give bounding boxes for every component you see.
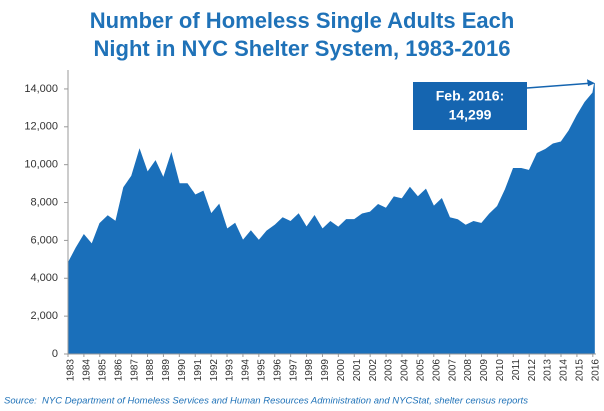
x-tick-label: 1991 (193, 359, 204, 382)
chart-title: Night in NYC Shelter System, 1983-2016 (94, 36, 511, 61)
y-tick-label: 10,000 (24, 159, 58, 171)
x-tick-label: 1997 (288, 359, 299, 382)
x-tick-label: 1986 (113, 359, 124, 382)
annotation-value: 14,299 (449, 107, 492, 123)
x-tick-label: 1992 (209, 359, 220, 382)
y-tick-label: 12,000 (24, 121, 58, 133)
annotation-arrowhead (587, 79, 595, 87)
x-tick-label: 1983 (66, 359, 77, 382)
x-tick-label: 2014 (559, 359, 570, 382)
x-tick-label: 2003 (384, 359, 395, 382)
y-tick-label: 6,000 (30, 234, 58, 246)
source-label: Source: (4, 396, 37, 407)
y-tick-label: 2,000 (30, 310, 58, 322)
x-tick-label: 2010 (495, 359, 506, 382)
x-tick-label: 1994 (241, 359, 252, 382)
chart-title: Number of Homeless Single Adults Each (90, 8, 515, 33)
x-tick-label: 2009 (479, 359, 490, 382)
x-tick-label: 1996 (272, 359, 283, 382)
y-tick-label: 14,000 (24, 83, 58, 95)
x-tick-label: 1998 (304, 359, 315, 382)
y-tick-label: 4,000 (30, 272, 58, 284)
x-tick-label: 2007 (447, 359, 458, 382)
area (67, 83, 595, 355)
x-tick-label: 2006 (431, 359, 442, 382)
x-tick-label: 2013 (543, 359, 554, 382)
x-tick-label: 1993 (225, 359, 236, 382)
x-tick-label: 1985 (97, 359, 108, 382)
x-tick-label: 2004 (400, 359, 411, 382)
x-tick-label: 2016 (590, 359, 601, 382)
y-tick-label: 0 (52, 348, 58, 360)
x-tick-label: 2000 (336, 359, 347, 382)
source: NYC Department of Homeless Services and … (42, 396, 528, 407)
x-tick-label: 2001 (352, 359, 363, 382)
x-tick-label: 1999 (320, 359, 331, 382)
y-tick-label: 8,000 (30, 196, 58, 208)
x-tick-label: 2015 (575, 359, 586, 382)
x-tick-label: 2011 (511, 359, 522, 381)
x-tick-label: 1989 (161, 359, 172, 382)
annotation-text: Feb. 2016: (436, 88, 504, 104)
annotation-arrow (526, 82, 591, 89)
x-tick-label: 2005 (416, 359, 427, 382)
x-tick-label: 1990 (177, 359, 188, 382)
x-tick-label: 1987 (129, 359, 140, 382)
x-tick-label: 2002 (368, 359, 379, 382)
x-tick-label: 1995 (256, 359, 267, 382)
x-tick-label: 2012 (527, 359, 538, 382)
x-tick-label: 1988 (145, 359, 156, 382)
annotation-box (413, 82, 527, 130)
x-tick-label: 2008 (463, 359, 474, 382)
x-tick-label: 1984 (82, 359, 93, 382)
